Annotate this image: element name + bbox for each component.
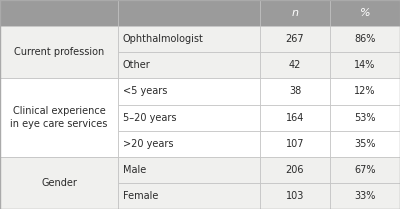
- Bar: [330, 131, 400, 157]
- Bar: [0, 78, 118, 157]
- Bar: [330, 52, 400, 78]
- Text: <5 years: <5 years: [123, 87, 167, 96]
- Text: 35%: 35%: [354, 139, 376, 149]
- Text: Female: Female: [123, 191, 158, 201]
- Bar: [0, 78, 118, 104]
- Bar: [330, 157, 400, 183]
- Bar: [0, 157, 118, 209]
- Text: 33%: 33%: [354, 191, 376, 201]
- Text: 5–20 years: 5–20 years: [123, 113, 176, 122]
- Text: 67%: 67%: [354, 165, 376, 175]
- Text: 53%: 53%: [354, 113, 376, 122]
- Bar: [118, 26, 260, 52]
- Text: 86%: 86%: [354, 34, 376, 44]
- Bar: [118, 78, 260, 104]
- Text: Other: Other: [123, 60, 150, 70]
- Bar: [118, 157, 260, 183]
- Bar: [260, 52, 330, 78]
- Text: %: %: [360, 8, 370, 18]
- Text: 164: 164: [286, 113, 304, 122]
- Text: 206: 206: [286, 165, 304, 175]
- Bar: [0, 52, 118, 78]
- Bar: [0, 26, 118, 52]
- Text: Gender: Gender: [41, 178, 77, 188]
- Bar: [118, 183, 260, 209]
- Text: n: n: [292, 8, 298, 18]
- Text: 42: 42: [289, 60, 301, 70]
- Text: Current profession: Current profession: [14, 47, 104, 57]
- Bar: [118, 52, 260, 78]
- Bar: [260, 157, 330, 183]
- Bar: [0, 157, 118, 183]
- Bar: [330, 78, 400, 104]
- Text: Male: Male: [123, 165, 146, 175]
- Text: 14%: 14%: [354, 60, 376, 70]
- Text: Ophthalmologist: Ophthalmologist: [123, 34, 204, 44]
- Bar: [330, 0, 400, 26]
- Bar: [260, 78, 330, 104]
- Bar: [0, 183, 118, 209]
- Bar: [118, 131, 260, 157]
- Bar: [260, 104, 330, 131]
- Text: 103: 103: [286, 191, 304, 201]
- Bar: [330, 26, 400, 52]
- Bar: [330, 104, 400, 131]
- Bar: [260, 131, 330, 157]
- Text: 12%: 12%: [354, 87, 376, 96]
- Text: 38: 38: [289, 87, 301, 96]
- Bar: [330, 183, 400, 209]
- Bar: [0, 104, 118, 131]
- Text: 107: 107: [286, 139, 304, 149]
- Bar: [118, 104, 260, 131]
- Bar: [0, 131, 118, 157]
- Text: >20 years: >20 years: [123, 139, 173, 149]
- Text: Clinical experience
in eye care services: Clinical experience in eye care services: [10, 106, 108, 129]
- Text: 267: 267: [286, 34, 304, 44]
- Bar: [260, 26, 330, 52]
- Bar: [260, 183, 330, 209]
- Bar: [0, 0, 118, 26]
- Bar: [260, 0, 330, 26]
- Bar: [118, 0, 260, 26]
- Bar: [0, 26, 118, 78]
